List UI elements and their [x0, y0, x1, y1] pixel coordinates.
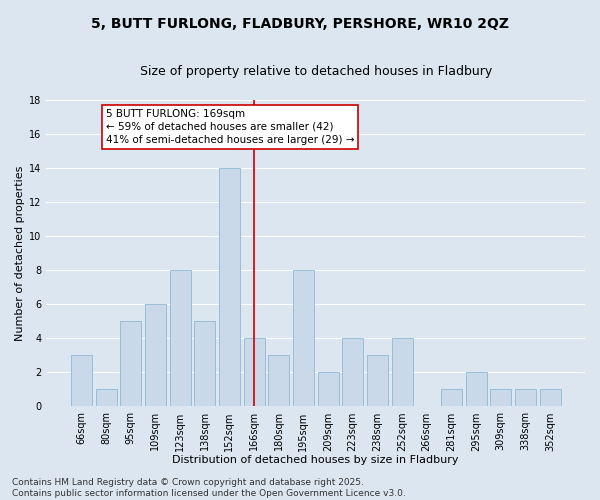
Bar	[539, 390, 560, 406]
Title: Size of property relative to detached houses in Fladbury: Size of property relative to detached ho…	[140, 65, 492, 78]
Text: 5, BUTT FURLONG, FLADBURY, PERSHORE, WR10 2QZ: 5, BUTT FURLONG, FLADBURY, PERSHORE, WR1…	[91, 18, 509, 32]
X-axis label: Distribution of detached houses by size in Fladbury: Distribution of detached houses by size …	[172, 455, 459, 465]
Bar	[170, 270, 191, 406]
Bar	[194, 322, 215, 406]
Bar	[268, 356, 289, 406]
Bar	[95, 390, 116, 406]
Bar	[367, 356, 388, 406]
Bar	[392, 338, 413, 406]
Bar	[219, 168, 240, 406]
Bar	[441, 390, 462, 406]
Bar	[490, 390, 511, 406]
Bar	[71, 356, 92, 406]
Bar	[244, 338, 265, 406]
Bar	[145, 304, 166, 406]
Bar	[342, 338, 363, 406]
Bar	[120, 322, 141, 406]
Y-axis label: Number of detached properties: Number of detached properties	[15, 166, 25, 341]
Bar	[515, 390, 536, 406]
Bar	[317, 372, 338, 406]
Text: 5 BUTT FURLONG: 169sqm
← 59% of detached houses are smaller (42)
41% of semi-det: 5 BUTT FURLONG: 169sqm ← 59% of detached…	[106, 108, 355, 145]
Text: Contains HM Land Registry data © Crown copyright and database right 2025.
Contai: Contains HM Land Registry data © Crown c…	[12, 478, 406, 498]
Bar	[293, 270, 314, 406]
Bar	[466, 372, 487, 406]
